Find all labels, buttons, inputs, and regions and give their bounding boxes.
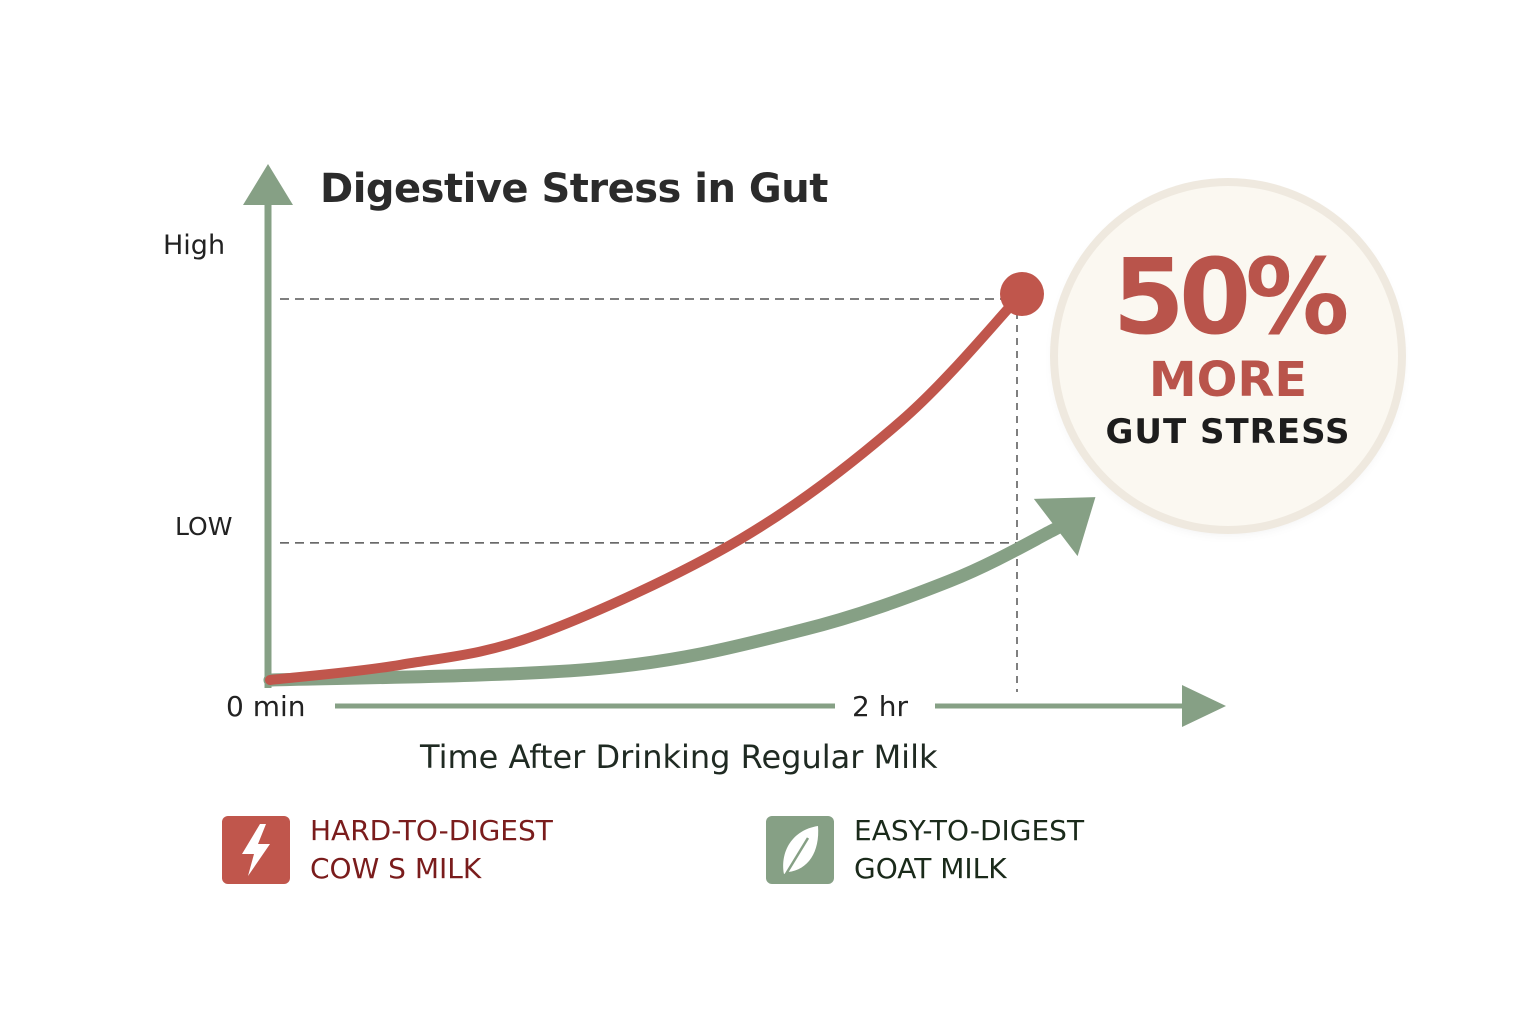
legend-cow-line2: COW S MILK — [310, 852, 482, 885]
x-tick-2hr: 2 hr — [848, 690, 912, 723]
series-cow-end-dot — [1000, 272, 1044, 316]
series-goat-arrowhead — [1033, 497, 1096, 557]
y-axis-arrowhead — [243, 164, 293, 205]
stress-callout-badge: 50% MORE GUT STRESS — [1058, 186, 1398, 526]
legend-goat-line2: GOAT MILK — [854, 852, 1007, 885]
series-cow-line — [265, 294, 1022, 685]
legend-item-goat-milk: EASY-TO-DIGEST GOAT MILK — [766, 814, 1084, 888]
x-tick-0: 0 min — [222, 690, 310, 723]
callout-gut-stress: GUT STRESS — [1105, 412, 1351, 452]
legend-cow-line1: HARD-TO-DIGEST — [310, 814, 553, 847]
legend-item-cow-milk: HARD-TO-DIGEST COW S MILK — [222, 814, 553, 888]
callout-percent: 50% — [1112, 236, 1350, 358]
x-axis-title: Time After Drinking Regular Milk — [420, 738, 938, 776]
callout-more: MORE — [1148, 352, 1308, 408]
chart-title: Digestive Stress in Gut — [320, 166, 828, 212]
x-axis-arrowhead — [1182, 685, 1226, 727]
y-tick-high: High — [163, 230, 226, 261]
y-tick-low: LOW — [175, 512, 233, 541]
series-goat-line — [263, 517, 1069, 687]
leaf-icon — [766, 816, 834, 884]
legend-goat-line1: EASY-TO-DIGEST — [854, 814, 1085, 847]
lightning-bolt-icon — [222, 816, 290, 884]
